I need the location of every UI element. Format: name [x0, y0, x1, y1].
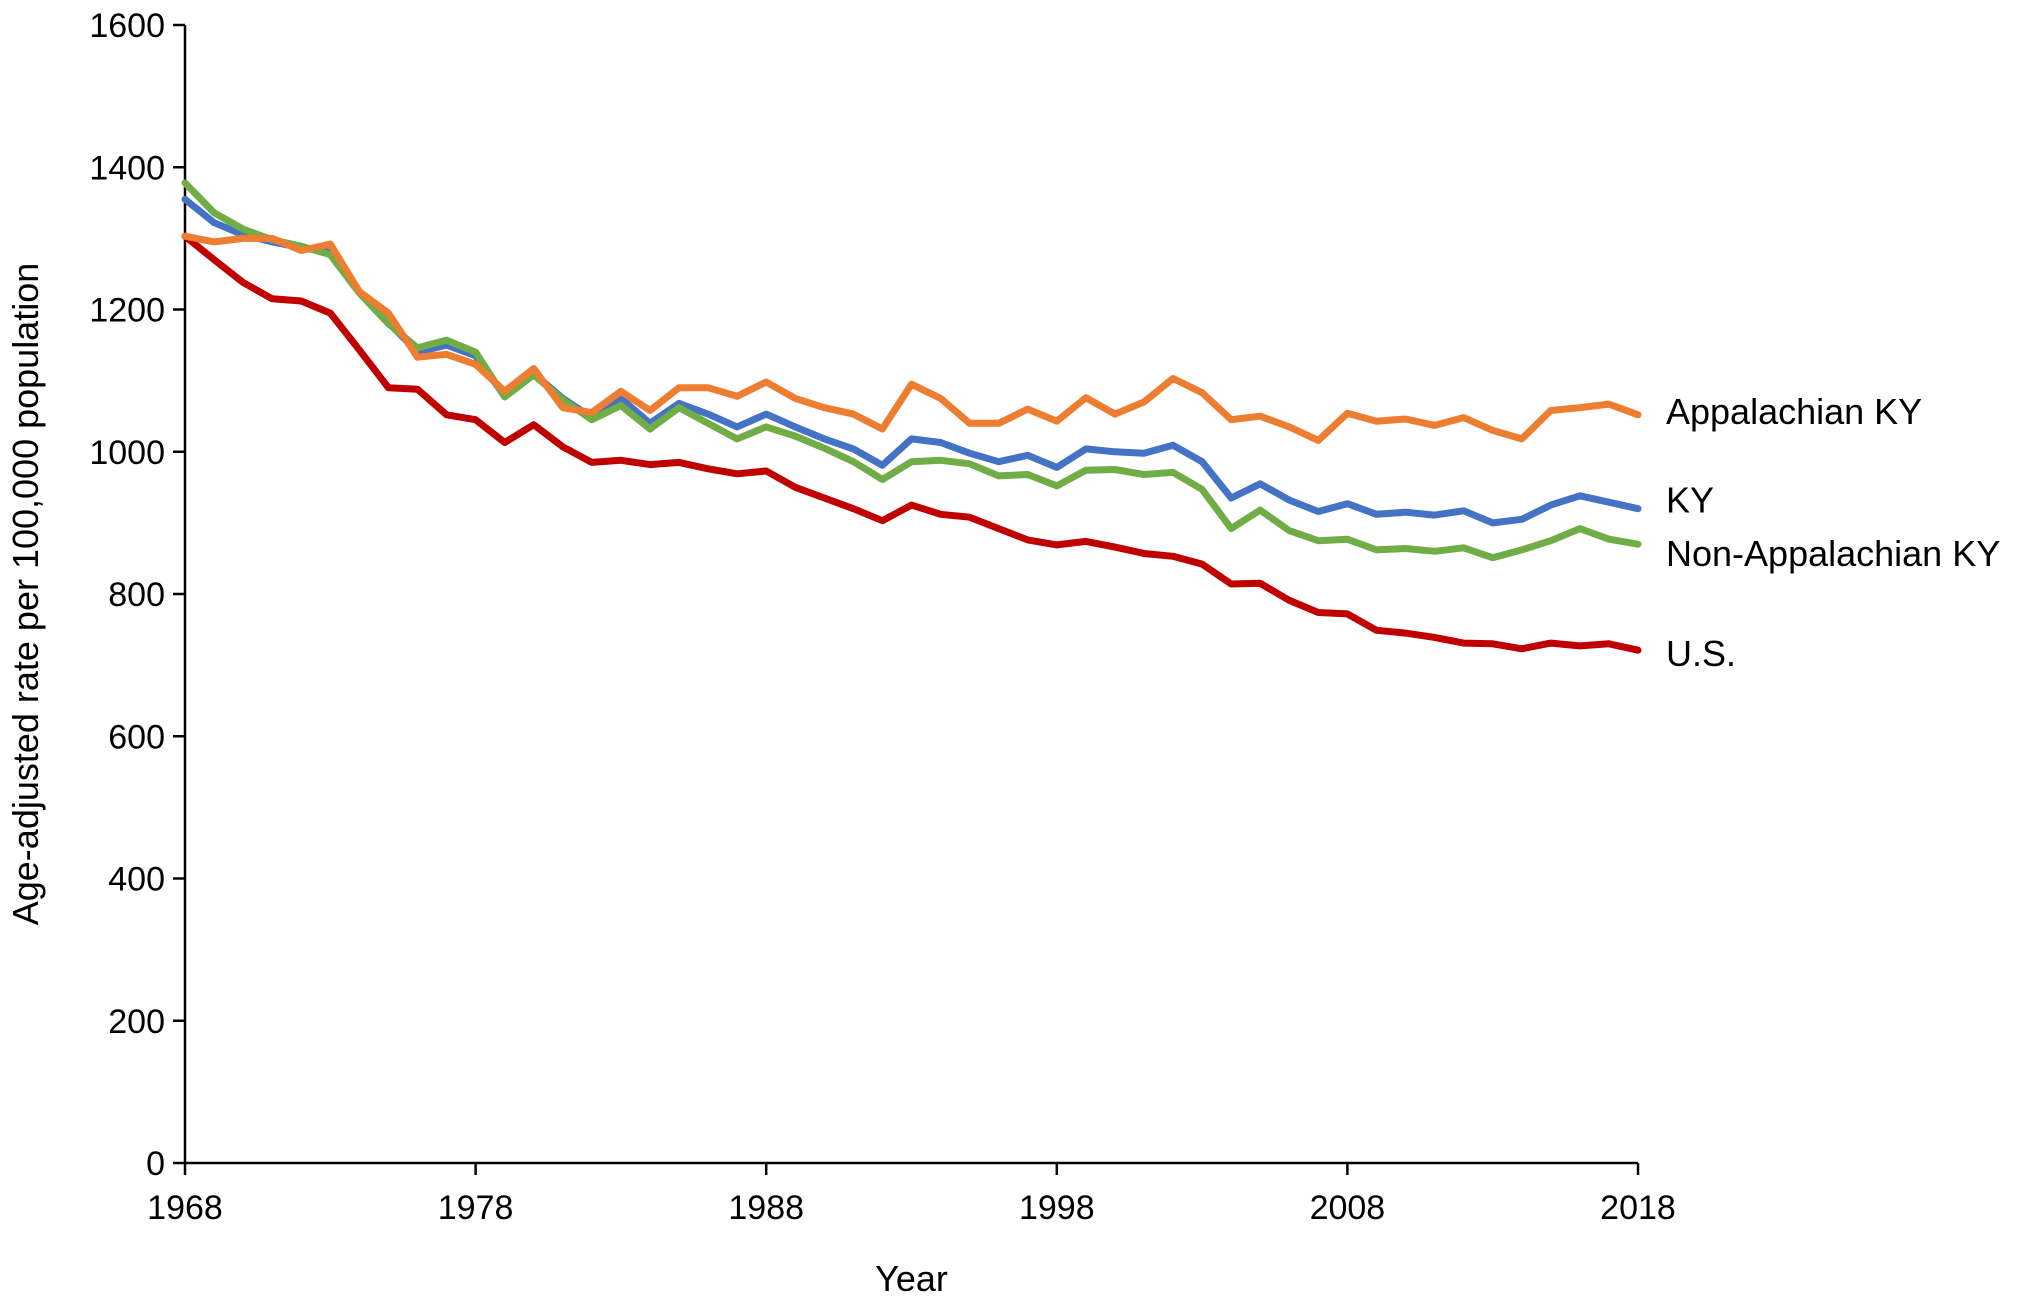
series-label-non-appalachian-ky: Non-Appalachian KY: [1666, 533, 2000, 574]
series-labels: U.S. KY Non-Appalachian KY Appalachian KY: [1666, 391, 2000, 674]
y-tick-label: 1200: [89, 292, 165, 330]
x-axis-title: Year: [875, 1258, 948, 1298]
series-label-ky: KY: [1666, 480, 1714, 521]
y-axis-ticks: 0 200 400 600 800 1000 1200 1400 1600: [89, 7, 185, 1183]
y-tick-label: 1000: [89, 434, 165, 472]
axes: [183, 25, 1638, 1165]
y-tick-label: 200: [108, 1003, 165, 1041]
x-tick-label: 2018: [1600, 1189, 1676, 1227]
series-line-ky: [181, 195, 1642, 527]
y-tick-label: 600: [108, 718, 165, 756]
series-line-non-appalachian-ky: [181, 179, 1642, 562]
y-tick-label: 800: [108, 576, 165, 614]
series-label-appalachian-ky: Appalachian KY: [1666, 391, 1922, 432]
series-line-appalachian-ky: [181, 232, 1642, 444]
x-tick-label: 2008: [1310, 1189, 1386, 1227]
series-lines: [181, 179, 1642, 654]
y-tick-label: 400: [108, 861, 165, 899]
series-line-u-s: [181, 232, 1642, 654]
y-tick-label: 1600: [89, 7, 165, 45]
series-label-u-s: U.S.: [1666, 633, 1736, 674]
x-tick-label: 1998: [1019, 1189, 1095, 1227]
y-axis-title: Age-adjusted rate per 100,000 population: [5, 263, 46, 926]
y-tick-label: 1400: [89, 149, 165, 187]
x-tick-label: 1988: [728, 1189, 804, 1227]
x-tick-label: 1968: [147, 1189, 223, 1227]
x-axis-ticks: 1968 1978 1988 1998 2008 2018: [147, 1163, 1676, 1227]
y-tick-label: 0: [146, 1145, 165, 1183]
x-tick-label: 1978: [438, 1189, 514, 1227]
